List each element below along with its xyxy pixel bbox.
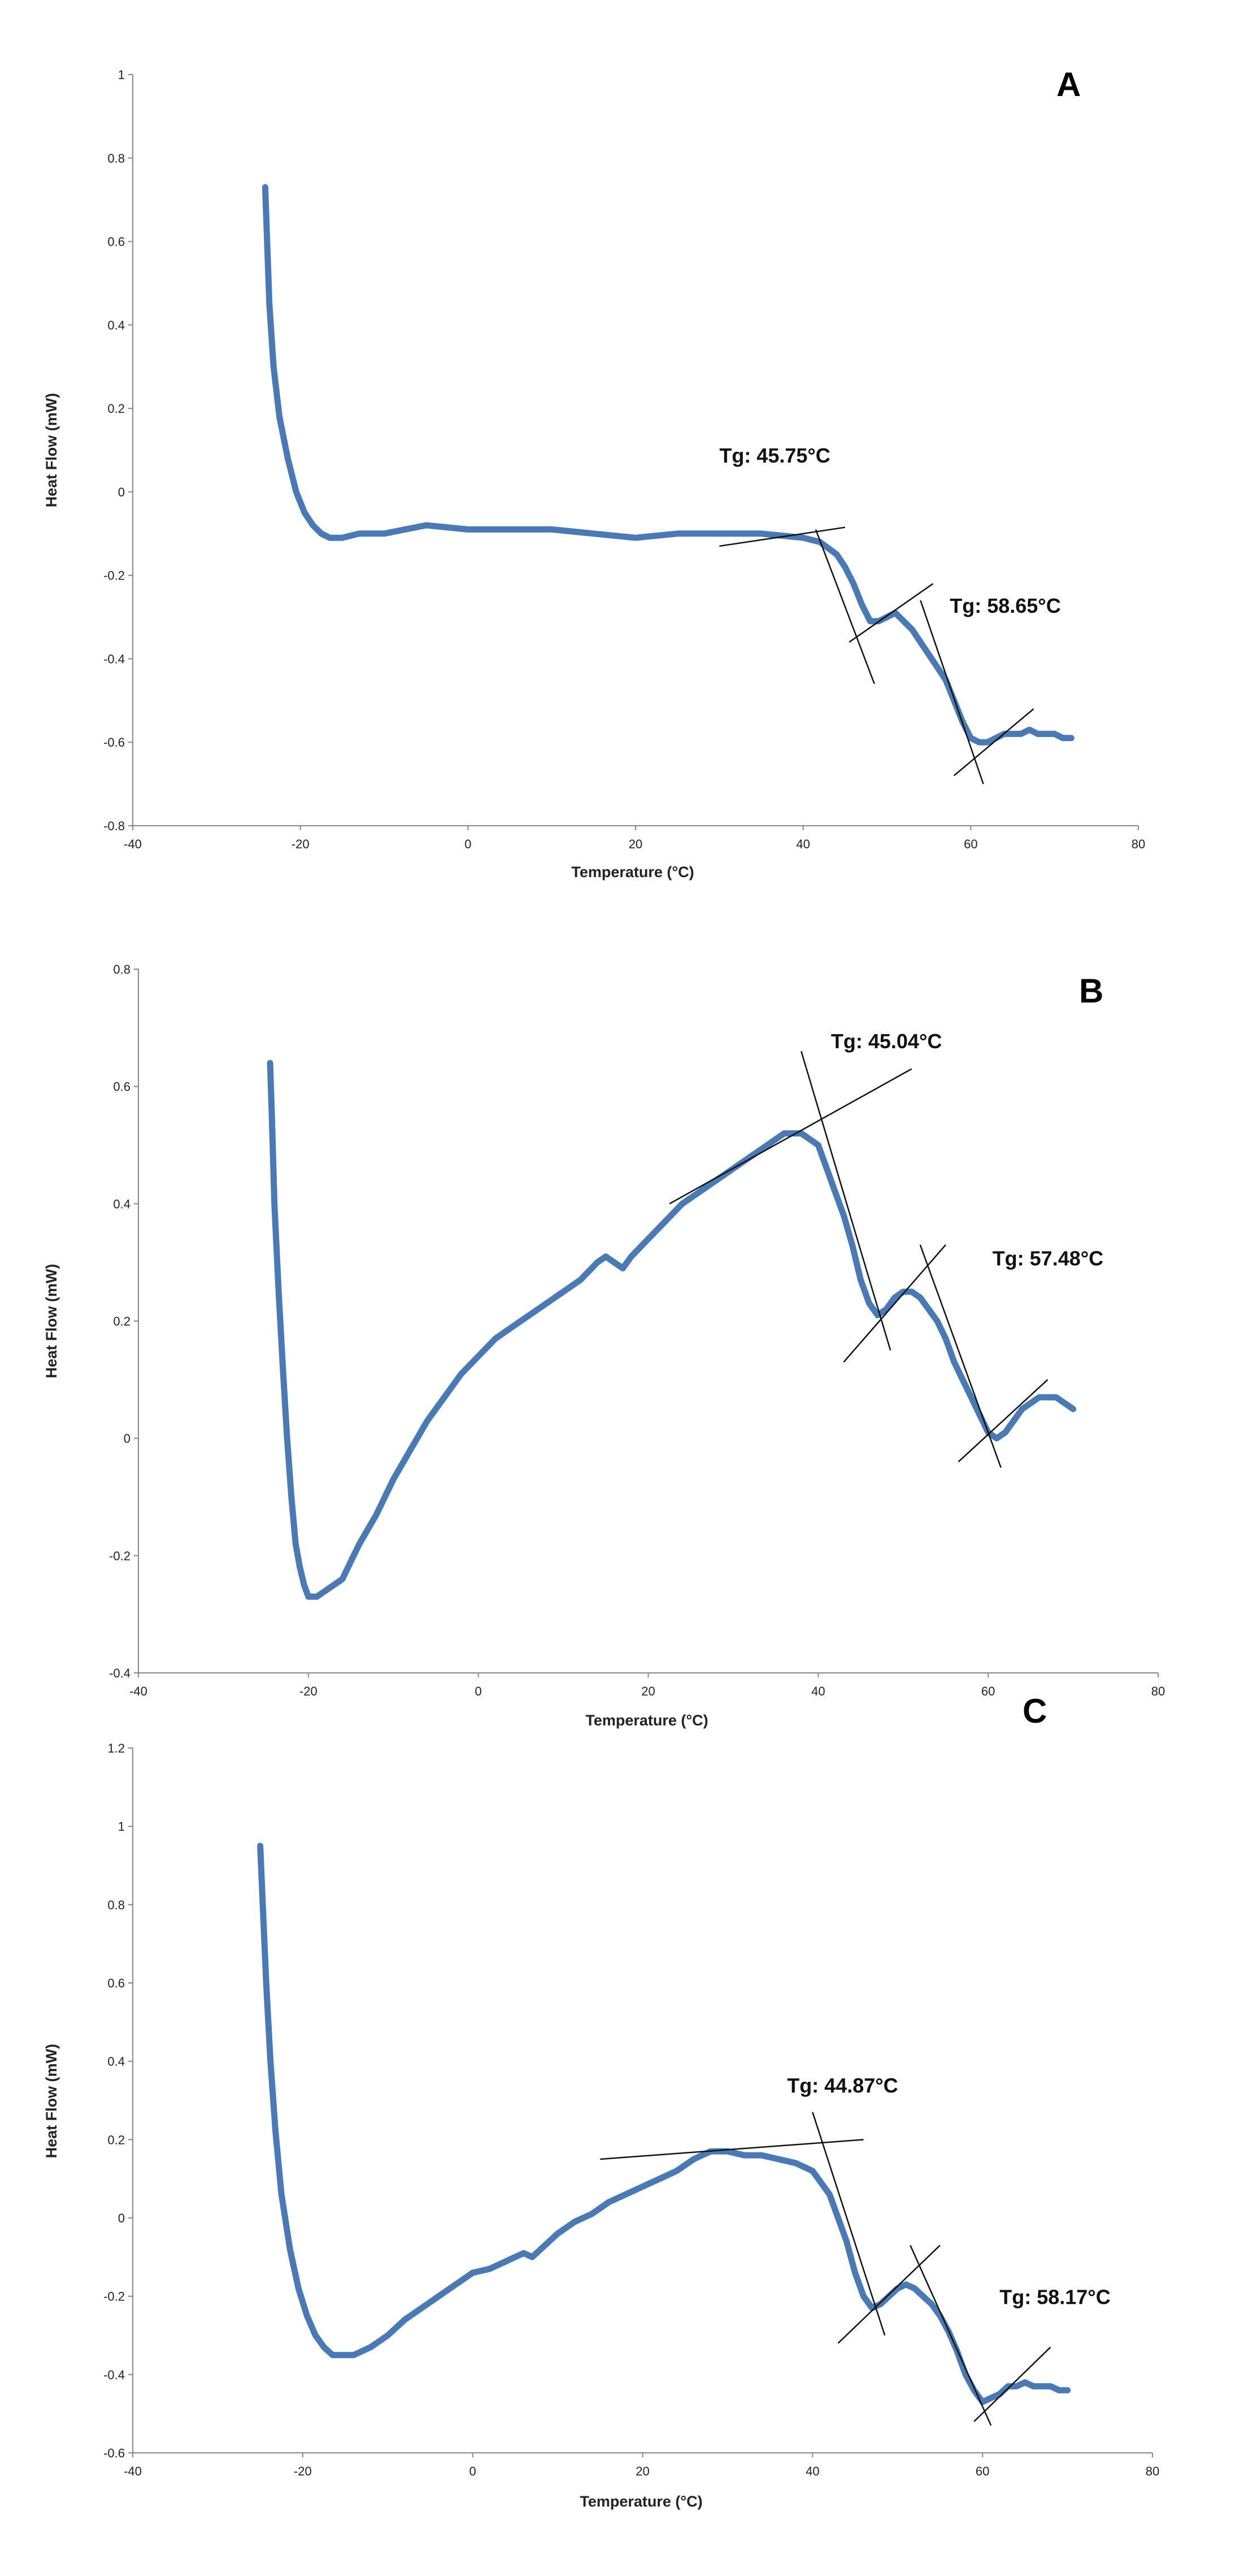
y-tick-label: 0.8 xyxy=(107,1898,125,1912)
y-tick-label: 0.8 xyxy=(107,151,125,165)
tg-annotation: Tg: 44.87°C xyxy=(787,2074,898,2097)
tg-annotation: Tg: 57.48°C xyxy=(993,1246,1103,1270)
x-axis-title: Temperature (°C) xyxy=(571,864,694,881)
x-tick-label: 0 xyxy=(475,1684,482,1698)
chart-panel-a: -0.8 -0.6 -0.4 -0.2 0 0.2 0.4 0.6 0.8 1 -40 -20 0 20 4… xyxy=(43,66,1145,881)
y-tick-label: -0.6 xyxy=(103,735,125,749)
y-tick-label: 1 xyxy=(118,1820,125,1834)
y-tick-label: -0.2 xyxy=(103,2290,125,2304)
tangent-line xyxy=(958,1379,1049,1463)
x-tick-label: 20 xyxy=(629,837,642,851)
y-tick-label: -0.2 xyxy=(109,1549,131,1563)
y-axis-title: Heat Flow (mW) xyxy=(43,2044,60,2159)
y-tick-label: -0.4 xyxy=(103,2368,125,2382)
x-tick-label: -40 xyxy=(129,1684,147,1698)
tangent-line xyxy=(600,2139,864,2160)
tangent-line xyxy=(812,2112,886,2336)
panel-letter: B xyxy=(1079,972,1103,1010)
tangent-line xyxy=(719,526,846,547)
x-tick-label: 60 xyxy=(964,837,977,851)
heat-flow-series-line xyxy=(262,184,1075,746)
tg-annotation: Tg: 58.65°C xyxy=(950,594,1060,617)
x-tick-label: -20 xyxy=(294,2464,312,2478)
tangent-line xyxy=(801,1051,891,1351)
y-tick-label: 0.2 xyxy=(107,402,125,416)
tangent-line xyxy=(910,2245,992,2426)
x-tick-label: 80 xyxy=(1151,1684,1165,1698)
tangent-line xyxy=(920,600,984,784)
chart-panel-c: -0.6 -0.4 -0.2 0 0.2 0.4 0.6 0.8 1 1.2 -40 -20 0 20 40… xyxy=(43,1692,1159,2510)
x-axis-title: Temperature (°C) xyxy=(585,1712,708,1729)
y-tick-label: -0.2 xyxy=(103,569,125,583)
tangent-line xyxy=(953,708,1034,777)
tg-annotation: Tg: 45.04°C xyxy=(831,1030,942,1053)
panel-letter: A xyxy=(1056,66,1081,103)
tg-annotation: Tg: 45.75°C xyxy=(719,444,830,467)
x-tick-label: 80 xyxy=(1132,837,1145,851)
y-tick-label: 0.2 xyxy=(113,1314,131,1328)
x-tick-label: 40 xyxy=(796,837,810,851)
tangent-line xyxy=(973,2346,1051,2422)
x-tick-label: 0 xyxy=(469,2464,476,2478)
x-tick-label: 20 xyxy=(641,1684,655,1698)
y-tick-label: 1.2 xyxy=(107,1741,125,1755)
tangent-line xyxy=(919,1244,1002,1468)
y-tick-label: 1 xyxy=(118,68,125,82)
y-tick-label: 0.4 xyxy=(107,318,125,332)
y-tick-label: -0.4 xyxy=(103,652,125,666)
y-tick-label: 0 xyxy=(118,2211,125,2225)
x-tick-label: -20 xyxy=(299,1684,317,1698)
x-tick-label: 40 xyxy=(811,1684,825,1698)
y-tick-label: 0.4 xyxy=(113,1197,131,1211)
x-tick-label: -20 xyxy=(292,837,310,851)
x-tick-label: 40 xyxy=(806,2464,819,2478)
y-tick-label: 0.6 xyxy=(107,1976,125,1990)
tangent-line xyxy=(849,583,934,643)
x-tick-label: -40 xyxy=(124,837,142,851)
tangent-line xyxy=(669,1068,912,1205)
x-axis-title: Temperature (°C) xyxy=(580,2493,702,2510)
tg-annotation: Tg: 58.17°C xyxy=(999,2286,1110,2309)
y-tick-label: 0.4 xyxy=(107,2055,125,2069)
x-tick-label: 60 xyxy=(981,1684,995,1698)
y-tick-label: -0.6 xyxy=(103,2446,125,2460)
y-axis-title: Heat Flow (mW) xyxy=(43,1264,60,1379)
panel-letter: C xyxy=(1023,1692,1047,1730)
y-axis-title: Heat Flow (mW) xyxy=(43,393,60,508)
x-tick-label: 60 xyxy=(976,2464,989,2478)
tangent-line xyxy=(815,529,875,685)
y-tick-label: -0.8 xyxy=(103,819,125,833)
y-tick-label: 0 xyxy=(124,1432,131,1446)
tangent-line xyxy=(843,1244,946,1363)
y-tick-label: 0.8 xyxy=(113,962,131,977)
x-tick-label: 80 xyxy=(1146,2464,1159,2478)
y-tick-label: 0.2 xyxy=(107,2133,125,2147)
x-tick-label: 20 xyxy=(636,2464,649,2478)
x-tick-label: -40 xyxy=(124,2464,142,2478)
y-tick-label: 0.6 xyxy=(107,235,125,249)
x-tick-label: 0 xyxy=(464,837,471,851)
chart-panel-b: -0.4 -0.2 0 0.2 0.4 0.6 0.8 -40 -20 0 20 40 60 80 Temp… xyxy=(43,962,1165,1729)
heat-flow-series-line xyxy=(257,1842,1071,2405)
heat-flow-series-line xyxy=(267,1060,1077,1600)
y-tick-label: -0.4 xyxy=(109,1666,131,1680)
y-tick-label: 0.6 xyxy=(113,1080,131,1094)
y-tick-label: 0 xyxy=(118,485,125,499)
tangent-line xyxy=(837,2244,941,2344)
